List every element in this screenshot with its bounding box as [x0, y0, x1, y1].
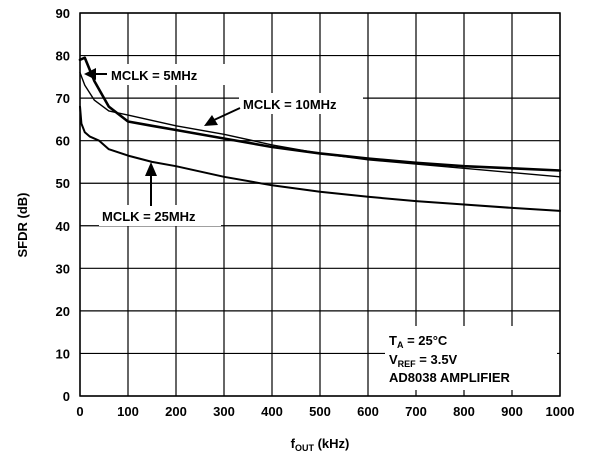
x-tick-label-3: 300: [213, 404, 235, 419]
y-tick-label-3: 30: [56, 261, 70, 276]
label-mclk-25-arrowhead: [145, 162, 157, 176]
series-line-2: [79, 71, 561, 178]
condition-amplifier: AD8038 AMPLIFIER: [389, 370, 510, 385]
label-mclk-10-text: MCLK = 10MHz: [243, 97, 337, 112]
y-tick-label-7: 70: [56, 91, 70, 106]
y-tick-label-0: 0: [63, 389, 70, 404]
x-tick-label-10: 1000: [546, 404, 575, 419]
y-axis-title: SFDR (dB): [15, 193, 30, 258]
y-tick-label-8: 80: [56, 49, 70, 64]
label-mclk-10-arrow: [213, 107, 241, 121]
x-tick-label-8: 800: [453, 404, 475, 419]
conditions-annotation: TA = 25°C VREF = 3.5V AD8038 AMPLIFIER: [385, 326, 557, 390]
x-tick-label-0: 0: [76, 404, 83, 419]
tick-labels: 0 100 200 300 400 500 600 700 800 900 1000 0 10 20 30 4…: [56, 6, 575, 419]
y-tick-label-4: 40: [56, 219, 70, 234]
y-tick-label-1: 10: [56, 346, 70, 361]
y-tick-label-5: 50: [56, 176, 70, 191]
label-mclk-5-bg: [106, 64, 252, 85]
x-tick-label-9: 900: [501, 404, 523, 419]
series-line-3: [79, 105, 561, 212]
label-mclk-5: MCLK = 5MHz: [84, 64, 252, 85]
x-tick-label-4: 400: [261, 404, 283, 419]
x-tick-label-6: 600: [357, 404, 379, 419]
condition-vref: VREF = 3.5V: [389, 352, 458, 369]
series-line-1: [78, 56, 562, 172]
label-mclk-25-text: MCLK = 25MHz: [102, 209, 196, 224]
condition-ta: TA = 25°C: [389, 333, 448, 350]
label-mclk-5-text: MCLK = 5MHz: [111, 68, 198, 83]
x-tick-label-2: 200: [165, 404, 187, 419]
label-mclk-5-arrowhead: [84, 68, 96, 80]
label-mclk-25: MCLK = 25MHz: [99, 162, 221, 226]
label-mclk-25-bg: [99, 205, 221, 226]
y-tick-label-6: 60: [56, 134, 70, 149]
x-tick-label-7: 700: [405, 404, 427, 419]
conditions-bg: [385, 326, 557, 390]
plot-frame: [79, 12, 561, 397]
x-tick-label-5: 500: [309, 404, 331, 419]
label-mclk-10: MCLK = 10MHz: [204, 93, 363, 126]
x-tick-label-1: 100: [117, 404, 139, 419]
series-group: [78, 56, 562, 212]
y-tick-label-2: 20: [56, 304, 70, 319]
label-mclk-10-bg: [239, 93, 363, 114]
y-tick-label-9: 90: [56, 6, 70, 21]
label-mclk-10-arrowhead: [204, 115, 218, 126]
x-axis-title: fOUT (kHz): [291, 436, 350, 453]
